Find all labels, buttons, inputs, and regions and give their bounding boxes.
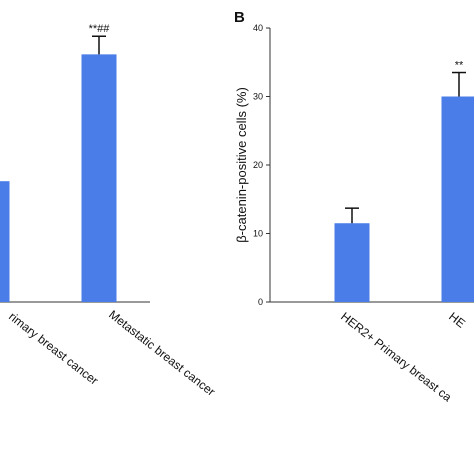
panel-a-category-label-2: Metastatic breast cancer (106, 307, 218, 399)
panel-b-category-label-2: HE (446, 309, 468, 330)
panel-b-y-tick-label-10: 10 (253, 229, 263, 239)
panel-b-y-tick-label-20: 20 (253, 160, 263, 170)
panel-b-significance-2: ** (455, 60, 464, 72)
panel-b-letter: B (234, 9, 245, 26)
panel-a: rimary breast cancer **## Metastatic breas… (0, 23, 218, 399)
panel-b-category-label-1: HER2+ Primary breast ca (338, 309, 454, 404)
panel-b-bar-1 (334, 223, 370, 302)
panel-b-bar-2 (441, 96, 474, 302)
panel-a-bar-2 (81, 54, 117, 302)
panel-b-y-tick-label-0: 0 (258, 297, 263, 307)
panel-b-y-axis-label: β-catenin-positive cells (%) (234, 87, 249, 243)
panel-a-bar-1 (0, 181, 10, 302)
panel-a-category-label-1: rimary breast cancer (6, 309, 101, 387)
panel-b-y-tick-label-30: 30 (253, 92, 263, 102)
panel-b-y-tick-label-40: 40 (253, 23, 263, 33)
panel-b: B 0 10 20 30 40 β-catenin-positive cells (%)… (234, 9, 474, 405)
panel-a-significance-2: **## (89, 23, 111, 35)
